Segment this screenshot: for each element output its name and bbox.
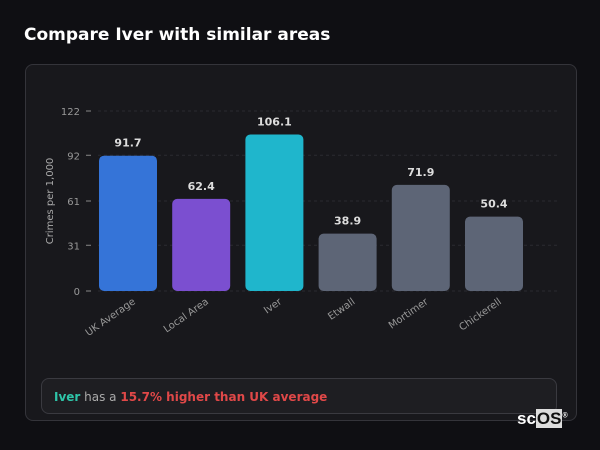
summary-place: Iver	[54, 390, 81, 404]
bar-value-label: 38.9	[334, 215, 361, 228]
bar-value-label: 106.1	[257, 115, 292, 128]
scos-logo: scOS®	[517, 409, 568, 429]
x-tick-label: Iver	[262, 296, 285, 316]
logo-os: OS	[535, 409, 563, 428]
y-tick-label: 92	[67, 151, 80, 162]
summary-difference: 15.7% higher than UK average	[120, 390, 328, 404]
bar-chickerell	[465, 216, 523, 291]
bar-value-label: 62.4	[188, 180, 215, 193]
logo-reg: ®	[562, 412, 568, 420]
bar-uk-average	[99, 155, 157, 291]
x-tick-label: Etwall	[326, 296, 357, 322]
bar-mortimer	[391, 184, 450, 291]
x-tick-label: Mortimer	[387, 296, 431, 332]
bar-iver	[245, 134, 304, 291]
x-tick-label: Chickerell	[457, 296, 503, 333]
bar-etwall	[318, 233, 377, 291]
x-tick-label: UK Average	[84, 296, 138, 338]
x-tick-label: Local Area	[162, 296, 211, 335]
y-tick-label: 122	[61, 107, 80, 118]
bar-value-label: 50.4	[480, 198, 507, 211]
y-axis-label: Crimes per 1,000	[45, 158, 56, 245]
y-tick-label: 61	[67, 197, 80, 208]
bar-local-area	[172, 198, 231, 291]
page-title: Compare Iver with similar areas	[24, 25, 331, 45]
y-tick-label: 0	[74, 287, 80, 298]
bar-value-label: 91.7	[114, 137, 141, 150]
bar-value-label: 71.9	[407, 166, 434, 179]
logo-sc: sc	[517, 409, 536, 428]
summary-text: has a	[80, 390, 121, 404]
y-tick-label: 31	[67, 241, 80, 252]
summary-box: Iver has a 15.7% higher than UK average	[41, 378, 557, 414]
